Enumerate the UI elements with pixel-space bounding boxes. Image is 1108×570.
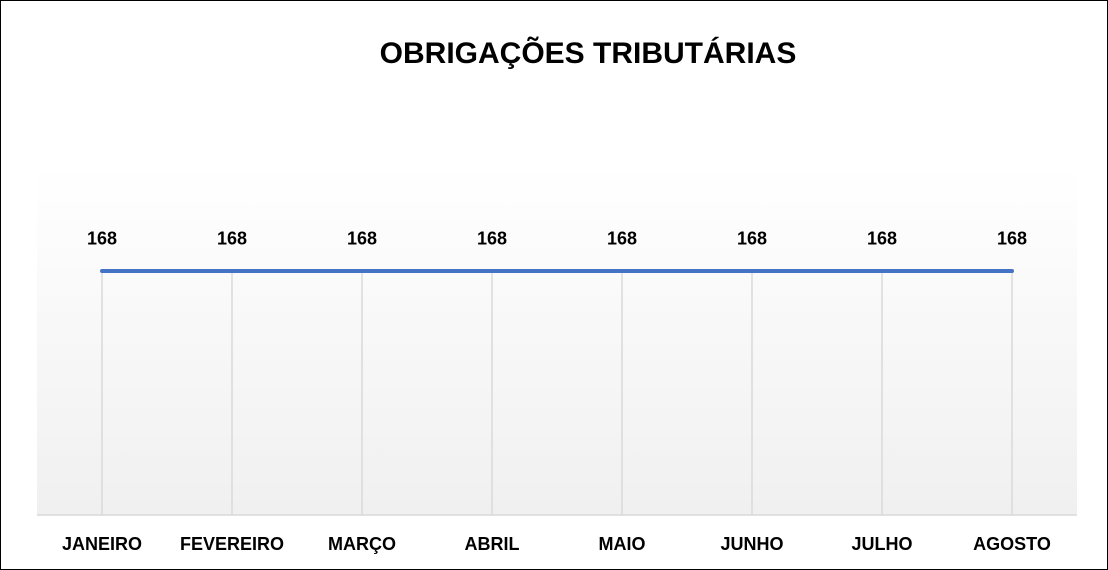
x-tick-label: JULHO [851,534,912,554]
data-label: 168 [997,229,1027,249]
data-label: 168 [477,229,507,249]
x-tick-label: FEVEREIRO [180,534,284,554]
data-label: 168 [607,229,637,249]
data-label: 168 [867,229,897,249]
x-tick-label: MAIO [599,534,646,554]
data-label: 168 [737,229,767,249]
x-tick-label: JANEIRO [62,534,142,554]
data-label: 168 [87,229,117,249]
x-tick-label: MARÇO [328,534,396,554]
x-tick-label: JUNHO [720,534,783,554]
data-label: 168 [347,229,377,249]
x-tick-label: ABRIL [465,534,520,554]
chart-title: OBRIGAÇÕES TRIBUTÁRIAS [380,36,797,70]
plot-area [37,165,1077,515]
data-label: 168 [217,229,247,249]
x-tick-label: AGOSTO [973,534,1051,554]
